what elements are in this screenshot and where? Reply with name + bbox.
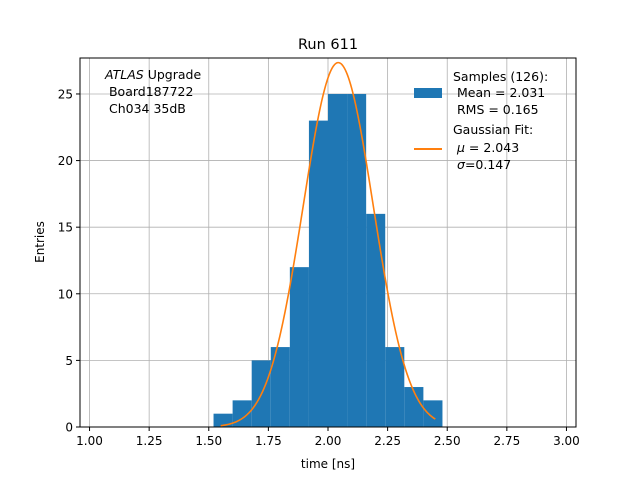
histogram-bar xyxy=(423,400,443,427)
x-tick-label: 2.25 xyxy=(374,434,401,448)
chart-title: Run 611 xyxy=(298,37,358,53)
annotation-channel: Ch034 35dB xyxy=(105,101,186,116)
histogram-bar xyxy=(270,347,290,427)
x-tick-label: 1.50 xyxy=(195,434,222,448)
legend-hist-swatch xyxy=(414,88,442,98)
legend: Samples (126): Mean = 2.031 RMS = 0.165 … xyxy=(414,69,548,172)
x-axis-label: time [ns] xyxy=(301,457,355,471)
y-axis-label: Entries xyxy=(33,221,47,263)
annotation-upgrade: Upgrade xyxy=(144,67,202,82)
y-tick-label: 0 xyxy=(65,421,73,435)
x-tick-label: 3.00 xyxy=(553,434,580,448)
annotation-atlas: ATLAS xyxy=(104,67,144,82)
legend-sigma-symbol: σ xyxy=(457,157,466,172)
y-axis-ticks: 0 5 10 15 20 25 xyxy=(58,87,80,435)
legend-fit-label-1: Gaussian Fit: xyxy=(453,122,533,137)
histogram-bar xyxy=(289,267,309,427)
annotation-board: Board187722 xyxy=(105,84,193,99)
legend-sigma-value: =0.147 xyxy=(465,157,511,172)
histogram-bar xyxy=(366,213,386,427)
legend-hist-label-1: Samples (126): xyxy=(453,69,548,84)
legend-mu-value: = 2.043 xyxy=(465,140,519,155)
legend-fit-label-3: σ=0.147 xyxy=(457,157,511,172)
x-tick-label: 1.00 xyxy=(76,434,103,448)
histogram-bar xyxy=(328,93,348,428)
histogram-bar xyxy=(347,93,367,428)
x-tick-label: 2.75 xyxy=(493,434,520,448)
histogram-bar xyxy=(404,387,424,427)
histogram-bar xyxy=(385,347,405,427)
y-tick-label: 10 xyxy=(58,287,73,301)
legend-mu-symbol: μ xyxy=(456,140,465,155)
histogram-bars xyxy=(213,93,443,428)
histogram-bar xyxy=(308,120,328,427)
y-tick-label: 25 xyxy=(58,87,73,101)
x-axis-ticks: 1.00 1.25 1.50 1.75 2.00 2.25 2.50 2.75 3.00 xyxy=(76,427,580,448)
y-tick-label: 15 xyxy=(58,221,73,235)
x-tick-label: 1.75 xyxy=(255,434,282,448)
y-tick-label: 20 xyxy=(58,154,73,168)
x-tick-label: 2.00 xyxy=(315,434,342,448)
annotation-line-1: ATLAS Upgrade xyxy=(104,67,201,82)
annotation-box: ATLAS Upgrade Board187722 Ch034 35dB xyxy=(104,67,201,116)
legend-hist-label-3: RMS = 0.165 xyxy=(453,102,539,117)
legend-fit-label-2: μ = 2.043 xyxy=(456,140,519,155)
x-tick-label: 2.50 xyxy=(434,434,461,448)
y-tick-label: 5 xyxy=(65,354,73,368)
x-tick-label: 1.25 xyxy=(136,434,163,448)
legend-hist-label-2: Mean = 2.031 xyxy=(453,85,545,100)
gaussian-fit-curve xyxy=(220,61,436,427)
